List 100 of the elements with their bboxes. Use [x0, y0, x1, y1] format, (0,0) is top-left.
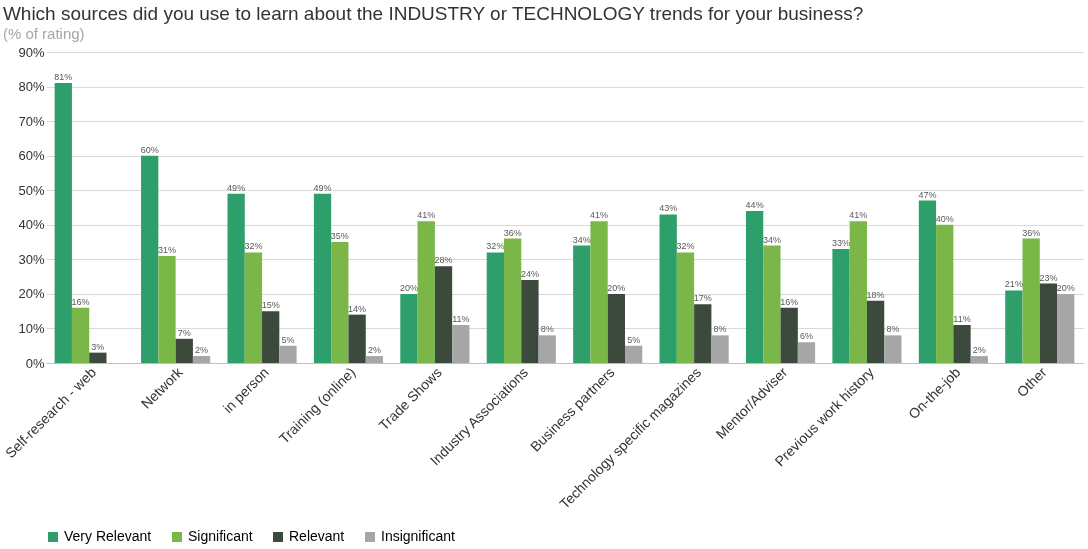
chart-subtitle: (% of rating) — [2, 25, 85, 42]
data-label: 21% — [1004, 279, 1023, 290]
bar — [797, 342, 816, 363]
bar — [417, 221, 435, 363]
bar — [573, 245, 591, 363]
bar — [365, 356, 384, 363]
bar — [279, 345, 297, 363]
data-label: 8% — [713, 324, 727, 335]
y-tick-label: 50% — [18, 182, 45, 198]
data-label: 60% — [140, 144, 159, 155]
bar — [763, 245, 781, 363]
bar — [884, 335, 902, 363]
data-label: 2% — [367, 345, 381, 356]
data-label: 32% — [244, 241, 263, 252]
data-label: 28% — [434, 255, 453, 266]
bar — [175, 338, 193, 363]
bar — [434, 266, 453, 363]
data-label: 33% — [832, 237, 851, 248]
legend-label: Significant — [188, 528, 253, 544]
data-label: 41% — [849, 210, 868, 221]
bar — [1022, 238, 1040, 363]
data-label: 2% — [195, 345, 209, 356]
data-label: 18% — [866, 289, 885, 300]
y-tick-label: 60% — [18, 148, 45, 164]
y-tick-label: 70% — [18, 113, 45, 129]
bar — [348, 314, 366, 363]
data-label: 34% — [762, 234, 781, 245]
bar — [54, 83, 72, 363]
data-label: 14% — [348, 303, 367, 314]
y-tick-label: 90% — [18, 44, 45, 60]
bar — [745, 210, 764, 363]
bar — [313, 193, 332, 363]
bar — [607, 293, 625, 363]
bar — [659, 214, 677, 363]
bar — [918, 200, 937, 363]
bar — [141, 155, 159, 363]
data-label: 16% — [780, 296, 799, 307]
bar — [936, 224, 954, 363]
bar — [192, 356, 211, 363]
legend-label: Insignificant — [381, 528, 456, 544]
data-label: 41% — [417, 210, 436, 221]
data-label: 6% — [799, 331, 813, 342]
data-label: 32% — [486, 241, 505, 252]
bar — [1005, 290, 1023, 363]
bar — [624, 345, 643, 363]
data-label: 11% — [953, 313, 971, 324]
data-label: 47% — [918, 189, 937, 200]
y-tick-label: 30% — [18, 251, 45, 267]
data-label: 32% — [676, 241, 695, 252]
data-label: 24% — [520, 269, 539, 280]
bar — [262, 311, 280, 363]
bar — [538, 335, 556, 363]
data-label: 36% — [503, 227, 522, 238]
data-label: 20% — [399, 282, 418, 293]
bar — [780, 307, 798, 363]
bar — [676, 252, 695, 363]
data-label: 11% — [452, 313, 470, 324]
bar — [866, 300, 885, 363]
bar — [694, 304, 712, 363]
data-label: 49% — [227, 182, 246, 193]
data-label: 8% — [886, 324, 900, 335]
y-tick-label: 80% — [18, 79, 45, 95]
data-label: 8% — [540, 324, 554, 335]
data-label: 3% — [91, 341, 105, 352]
y-tick-label: 40% — [18, 217, 45, 233]
bar — [504, 238, 522, 363]
y-tick-label: 0% — [25, 355, 45, 371]
data-label: 43% — [659, 203, 678, 214]
bar — [158, 255, 176, 363]
y-tick-label: 10% — [18, 320, 45, 336]
legend-label: Relevant — [289, 528, 345, 544]
data-label: 20% — [1056, 282, 1075, 293]
bar — [452, 324, 470, 363]
data-label: 7% — [177, 327, 191, 338]
chart-title: Which sources did you use to learn about the INDUSTRY or TECHNOLOGY trends for your business? — [2, 3, 864, 24]
bar — [953, 324, 971, 363]
data-label: 36% — [1022, 227, 1041, 238]
bar — [832, 248, 850, 363]
bar — [89, 352, 107, 363]
data-label: 41% — [590, 210, 609, 221]
bar — [1039, 283, 1058, 363]
bar — [1057, 293, 1075, 363]
bar — [521, 280, 539, 363]
data-label: 40% — [935, 213, 954, 224]
bar — [331, 242, 349, 363]
legend-label: Very Relevant — [64, 528, 152, 544]
data-label: 16% — [71, 296, 90, 307]
data-label: 5% — [281, 334, 295, 345]
data-label: 44% — [745, 199, 764, 210]
bar — [400, 293, 418, 363]
bar — [590, 221, 608, 363]
data-label: 15% — [261, 300, 280, 311]
data-label: 31% — [157, 244, 176, 255]
data-label: 49% — [313, 182, 332, 193]
bar — [486, 252, 505, 363]
data-label: 2% — [972, 345, 986, 356]
data-label: 35% — [330, 231, 349, 242]
bar — [244, 252, 263, 363]
bar — [711, 335, 729, 363]
data-label: 23% — [1039, 272, 1058, 283]
